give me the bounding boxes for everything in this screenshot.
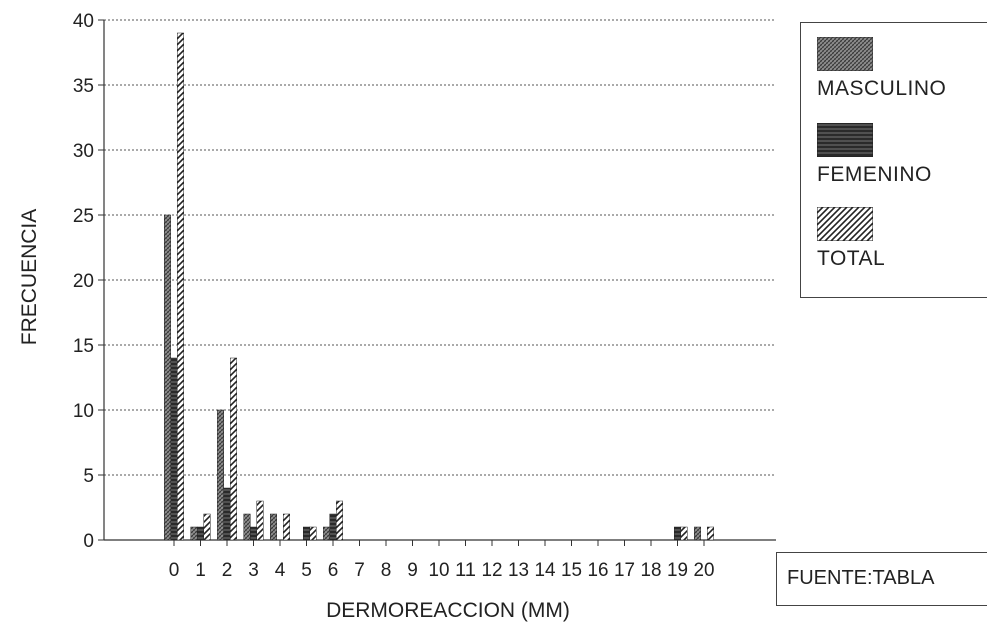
legend-label: TOTAL [817, 247, 886, 270]
bar-total-19 [680, 526, 688, 541]
source-label: FUENTE:TABLA [787, 567, 935, 589]
bar-total-3 [256, 500, 264, 541]
x-tick-label: 13 [508, 560, 529, 581]
bar-total-2 [230, 357, 237, 541]
legend-item-total: TOTAL [817, 207, 885, 271]
bar-femenino-1 [197, 526, 204, 541]
x-tick-label: 11 [455, 560, 476, 581]
bar-masculino-3 [243, 513, 251, 541]
x-tick-label: 18 [641, 560, 662, 581]
x-tick-label: 8 [381, 560, 392, 581]
legend-item-masculino: MASCULINO [817, 37, 946, 101]
x-tick-label: 0 [169, 560, 180, 581]
bar-total-5 [309, 526, 317, 541]
y-tick-label: 15 [73, 336, 94, 357]
x-tick-label: 7 [354, 560, 365, 581]
source-box: FUENTE:TABLA [776, 552, 987, 606]
legend-item-femenino: FEMENINO [817, 123, 932, 187]
x-tick-label: 17 [614, 560, 635, 581]
bar-femenino-6 [329, 513, 337, 541]
y-tick-label: 10 [73, 401, 94, 422]
bar-masculino-1 [190, 526, 198, 541]
y-tick-label: 30 [73, 141, 94, 162]
y-tick-label: 35 [73, 76, 94, 97]
bar-masculino-6 [323, 526, 330, 541]
x-tick-label: 19 [667, 560, 688, 581]
x-tick-label: 9 [407, 560, 418, 581]
legend-label: MASCULINO [817, 77, 947, 100]
bar-femenino-19 [674, 526, 681, 541]
y-tick-label: 20 [73, 271, 94, 292]
y-axis-title: FRECUENCIA [18, 209, 41, 346]
gridlines [104, 19, 776, 476]
y-tick-label: 25 [73, 206, 94, 227]
bar-total-0 [177, 32, 184, 541]
x-tick-label: 14 [535, 560, 556, 581]
x-tick-label: 6 [328, 560, 339, 581]
axes [98, 19, 776, 546]
y-tick-label: 40 [73, 11, 94, 32]
bar-masculino-4 [270, 513, 277, 541]
x-axis-title: DERMOREACCION (MM) [326, 599, 570, 622]
bar-total-1 [203, 513, 211, 541]
bar-femenino-3 [250, 526, 257, 541]
bar-total-20 [707, 526, 714, 541]
legend: MASCULINO FEMENINO TOTAL [800, 22, 987, 298]
x-tick-label: 15 [561, 560, 582, 581]
x-tick-label: 4 [275, 560, 286, 581]
bar-femenino-5 [303, 526, 310, 541]
bar-masculino-20 [694, 526, 701, 541]
x-tick-label: 2 [222, 560, 233, 581]
bar-masculino-0 [164, 214, 171, 541]
legend-label: FEMENINO [817, 163, 932, 186]
bar-femenino-0 [170, 357, 178, 541]
x-tick-label: 3 [248, 560, 259, 581]
x-tick-label: 1 [195, 560, 206, 581]
femenino-swatch-icon [817, 123, 873, 157]
x-tick-label: 10 [429, 560, 450, 581]
x-tick-label: 5 [301, 560, 312, 581]
x-tick-label: 12 [482, 560, 503, 581]
bars [164, 32, 714, 541]
bar-masculino-2 [217, 409, 224, 541]
masculino-swatch-icon [817, 37, 873, 71]
bar-total-6 [336, 500, 343, 541]
total-swatch-icon [817, 207, 873, 241]
y-tick-label: 0 [83, 531, 94, 552]
x-tick-label: 16 [588, 560, 609, 581]
y-tick-label: 5 [83, 466, 94, 487]
bar-femenino-2 [223, 487, 231, 541]
bar-total-4 [283, 513, 290, 541]
x-tick-label: 20 [694, 560, 715, 581]
